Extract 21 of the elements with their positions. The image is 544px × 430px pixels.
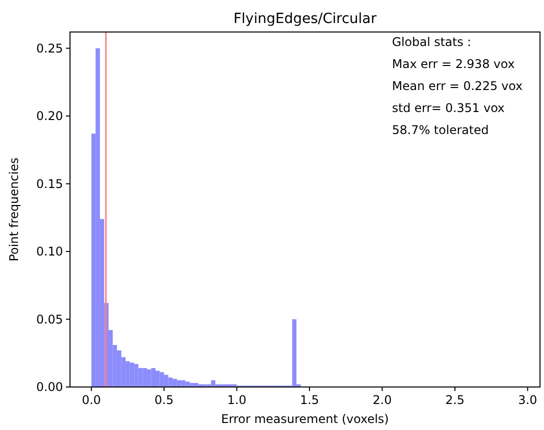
x-tick-label: 2.5 [445, 393, 464, 407]
y-tick-label: 0.20 [36, 109, 63, 124]
y-tick-label: 0.00 [36, 380, 63, 394]
annotation: Global stats : [392, 35, 472, 49]
x-tick-label: 0.0 [82, 393, 101, 407]
y-tick-label: 0.05 [36, 312, 63, 326]
annotation: Mean err = 0.225 vox [392, 79, 523, 93]
chart-title: FlyingEdges/Circular [233, 11, 377, 27]
y-axis-title: Point frequencies [7, 158, 21, 262]
x-tick-label: 2.0 [372, 393, 392, 407]
x-tick-label: 1.0 [227, 393, 246, 407]
x-tick-label: 0.5 [154, 393, 174, 407]
x-tick-label: 1.5 [300, 393, 320, 407]
annotation: Max err = 2.938 vox [392, 57, 515, 71]
annotation: std err= 0.351 vox [392, 101, 505, 115]
y-tick-label: 0.10 [36, 244, 63, 259]
y-tick-label: 0.25 [36, 41, 63, 56]
annotation: 58.7% tolerated [392, 123, 489, 137]
x-tick-label: 3.0 [518, 393, 538, 407]
x-axis-title: Error measurement (voxels) [221, 412, 389, 426]
y-tick-label: 0.15 [36, 176, 63, 191]
